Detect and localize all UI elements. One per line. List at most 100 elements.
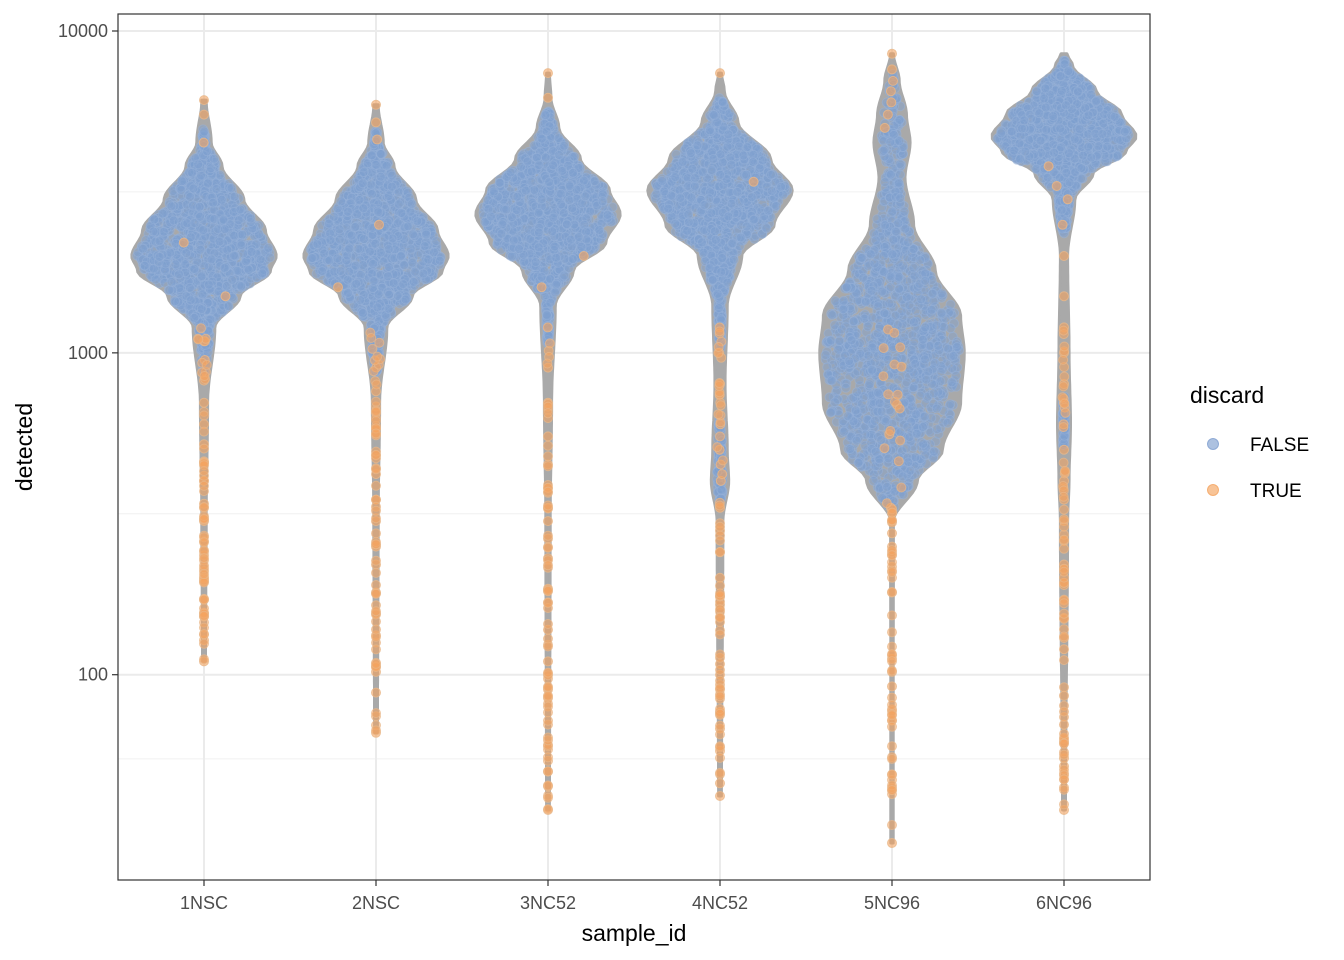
point-false [218, 214, 229, 225]
point-false [312, 239, 323, 250]
point-false [533, 242, 544, 253]
point-true [371, 588, 381, 599]
point-false [423, 254, 434, 265]
points [132, 48, 1134, 848]
point-false [342, 274, 353, 285]
point-true [543, 440, 553, 451]
point-true [543, 92, 553, 103]
point-true [543, 766, 553, 777]
point-false [170, 259, 181, 270]
point-true [543, 732, 553, 743]
point-false [164, 285, 175, 295]
point-false [396, 208, 407, 218]
point-false [205, 163, 216, 174]
point-false [243, 265, 254, 275]
point-false [526, 166, 537, 177]
point-false [569, 151, 580, 162]
point-true [371, 624, 381, 635]
point-true [578, 251, 589, 261]
point-false [403, 221, 414, 232]
point-false [346, 230, 357, 241]
point-true [199, 577, 209, 588]
point-false [216, 194, 227, 205]
point-true [220, 291, 231, 302]
point-false [150, 274, 161, 285]
point-false [317, 266, 328, 277]
point-false [211, 184, 222, 194]
point-true [371, 644, 381, 655]
point-false [553, 133, 564, 144]
point-false [548, 160, 559, 171]
point-false [354, 194, 365, 205]
point-false [409, 266, 420, 277]
point-false [526, 216, 537, 226]
point-true [543, 780, 553, 791]
point-false [506, 212, 517, 223]
point-true [542, 358, 553, 369]
point-false [431, 236, 442, 247]
point-false [187, 167, 197, 178]
point-true [543, 408, 553, 419]
point-true [543, 715, 553, 726]
point-false [564, 181, 575, 192]
point-false [166, 276, 177, 287]
point-false [496, 244, 507, 255]
point-false [149, 214, 160, 225]
point-false [540, 110, 551, 121]
point-false [154, 236, 165, 247]
point-true [536, 282, 547, 293]
point-true [372, 134, 383, 145]
point-false [193, 159, 204, 170]
point-false [353, 243, 364, 254]
point-true [371, 687, 381, 698]
point-false [236, 281, 247, 291]
point-true [199, 654, 209, 665]
point-false [594, 225, 605, 235]
point-false [366, 150, 377, 161]
point-false [547, 226, 558, 237]
point-false [589, 176, 600, 187]
point-false [413, 250, 424, 260]
point-false [544, 177, 555, 188]
point-false [418, 268, 429, 279]
point-false [375, 247, 386, 258]
point-false [561, 219, 572, 230]
point-true [543, 68, 553, 79]
point-true [199, 480, 209, 491]
point-true [371, 428, 381, 439]
point-true [543, 461, 553, 472]
point-true [371, 396, 381, 407]
point-false [368, 258, 379, 269]
point-true [543, 641, 553, 652]
point-true [199, 638, 209, 649]
point-false [194, 201, 205, 212]
point-false [203, 279, 214, 290]
point-false [343, 206, 353, 217]
point-true [544, 338, 555, 349]
point-false [157, 208, 168, 219]
point-false [545, 297, 556, 308]
point-false [209, 153, 220, 164]
point-false [226, 183, 237, 194]
point-true [543, 792, 553, 803]
point-false [208, 197, 219, 208]
point-false [198, 225, 209, 236]
point-true [374, 337, 385, 348]
point-false [195, 244, 206, 255]
point-false [576, 241, 587, 252]
point-false [412, 216, 423, 227]
point-false [235, 204, 246, 215]
point-false [554, 150, 565, 160]
point-false [370, 238, 381, 249]
point-false [229, 230, 240, 241]
point-true [371, 708, 381, 719]
point-false [367, 189, 377, 199]
point-false [344, 243, 355, 254]
point-false [236, 240, 247, 251]
point-true [543, 530, 553, 541]
point-false [505, 167, 516, 178]
point-true [543, 516, 553, 527]
point-true [371, 580, 381, 590]
point-false [307, 253, 318, 263]
point-false [366, 179, 377, 190]
